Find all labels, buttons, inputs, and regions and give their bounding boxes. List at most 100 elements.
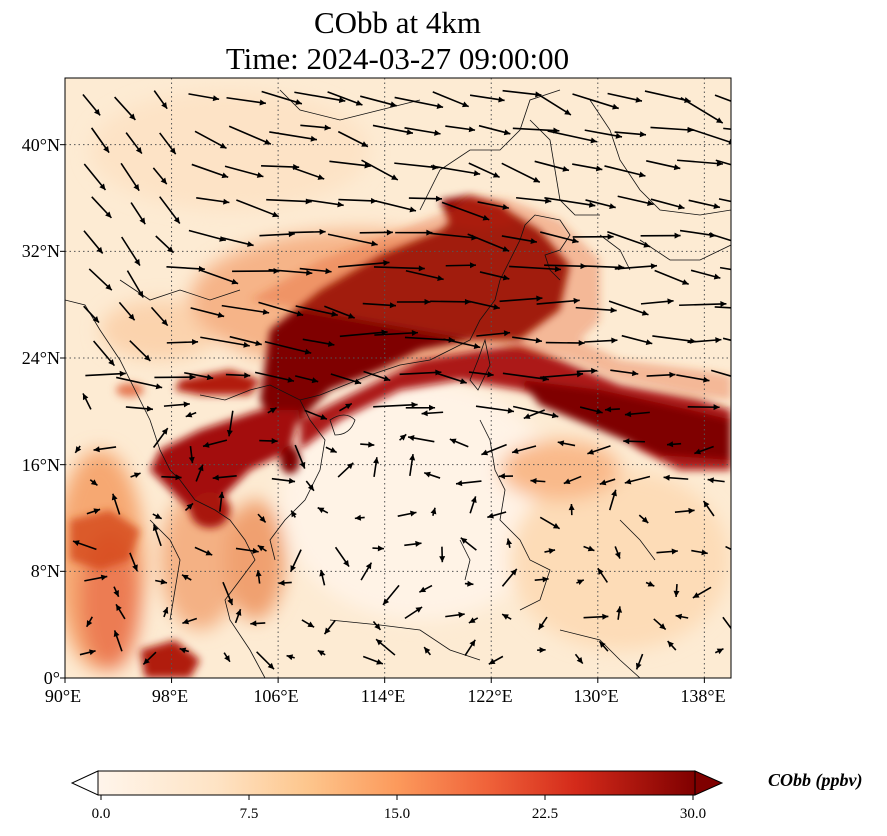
wind-arrow — [587, 445, 611, 455]
wind-arrow — [269, 131, 318, 142]
wind-arrow — [583, 613, 609, 620]
wind-arrow — [663, 474, 689, 481]
lat-tick-label: 0° — [43, 668, 60, 688]
wind-arrow — [530, 477, 546, 484]
colorbar-min-extension — [70, 770, 99, 796]
wind-arrow — [196, 197, 230, 205]
wind-arrow — [79, 649, 96, 656]
wind-arrow — [153, 90, 168, 110]
wind-arrow — [574, 653, 584, 665]
wind-arrow — [264, 340, 312, 355]
wind-arrow — [250, 620, 266, 627]
wind-arrow — [506, 538, 513, 548]
wind-arrow — [423, 646, 432, 656]
wind-arrow — [646, 160, 681, 171]
wind-arrow — [195, 464, 204, 482]
wind-arrow — [354, 514, 365, 521]
wind-arrow — [544, 263, 587, 270]
wind-arrow — [407, 435, 435, 443]
wind-arrow — [585, 199, 616, 210]
lon-tick-label: 114°E — [360, 686, 406, 706]
wind-arrow — [667, 640, 677, 651]
wind-arrow — [692, 586, 712, 599]
wind-arrow — [185, 411, 197, 418]
wind-arrow — [162, 606, 169, 618]
wind-arrow — [498, 473, 514, 480]
wind-arrow — [142, 651, 157, 665]
wind-arrow — [509, 265, 562, 273]
wind-arrow — [399, 433, 407, 441]
wind-arrow — [714, 94, 731, 103]
wind-arrow — [540, 231, 579, 244]
wind-arrow — [323, 619, 336, 635]
wind-arrow — [74, 445, 82, 454]
colorbar — [70, 770, 724, 800]
wind-arrow — [534, 576, 549, 583]
wind-arrow — [544, 197, 596, 208]
wind-arrow — [84, 574, 108, 582]
wind-arrow — [294, 444, 306, 469]
wind-arrow — [694, 445, 714, 455]
concentration-field-plume — [70, 195, 731, 678]
wind-arrow — [152, 167, 168, 185]
wind-arrow — [476, 330, 511, 337]
wind-arrow — [223, 652, 231, 663]
wind-arrow — [405, 269, 444, 281]
lat-tick-label: 40°N — [21, 135, 60, 155]
wind-arrow — [479, 271, 510, 281]
wind-arrow — [576, 579, 585, 585]
wind-arrow — [607, 92, 643, 103]
wind-arrow — [261, 90, 303, 105]
wind-arrow — [523, 409, 546, 420]
wind-arrow — [572, 163, 603, 172]
wind-arrow — [397, 510, 417, 517]
wind-arrow — [83, 163, 107, 191]
wind-arrow — [572, 233, 614, 240]
wind-arrow — [319, 569, 326, 586]
wind-arrow — [445, 611, 465, 618]
wind-arrow — [290, 510, 297, 518]
lat-tick-label: 32°N — [21, 241, 60, 261]
lon-tick-label: 130°E — [573, 686, 619, 706]
wind-arrow — [608, 489, 617, 511]
wind-arrow — [708, 232, 731, 242]
wind-arrow — [405, 404, 436, 411]
wind-arrow — [324, 305, 355, 319]
wind-arrow — [295, 305, 338, 317]
wind-arrow — [575, 306, 617, 314]
wind-arrow — [650, 198, 685, 210]
wind-arrow — [184, 502, 194, 512]
wind-arrow — [468, 617, 479, 624]
map-frame — [64, 77, 732, 679]
wind-arrow — [478, 124, 511, 136]
wind-arrow — [372, 545, 384, 552]
wind-arrow — [707, 477, 725, 484]
wind-arrow — [547, 130, 598, 144]
wind-arrow — [126, 270, 144, 298]
wind-arrow — [301, 619, 315, 628]
wind-arrow — [256, 651, 275, 670]
wind-arrow — [257, 544, 267, 552]
wind-arrow — [89, 479, 98, 487]
wind-arrow — [653, 618, 667, 631]
wind-arrow — [725, 545, 731, 551]
wind-arrow — [129, 552, 138, 572]
map-title-line2: Time: 2024-03-27 09:00:00 — [225, 41, 570, 76]
wind-arrow — [92, 340, 116, 367]
wind-arrow — [464, 639, 476, 656]
wind-arrow — [501, 235, 537, 245]
wind-arrow — [501, 613, 512, 620]
wind-arrow — [327, 91, 363, 106]
wind-arrow — [125, 405, 154, 412]
wind-arrow — [72, 540, 97, 551]
wind-arrow — [604, 165, 646, 178]
wind-arrow — [179, 647, 190, 654]
wind-arrow — [382, 584, 400, 606]
wind-arrow — [120, 162, 140, 192]
wind-arrow — [188, 229, 226, 242]
wind-arrow — [218, 491, 225, 512]
wind-arrow — [152, 513, 163, 520]
wind-arrow — [687, 404, 720, 411]
map-title-line1: CObb at 4km — [313, 5, 482, 40]
wind-arrow — [679, 300, 727, 307]
